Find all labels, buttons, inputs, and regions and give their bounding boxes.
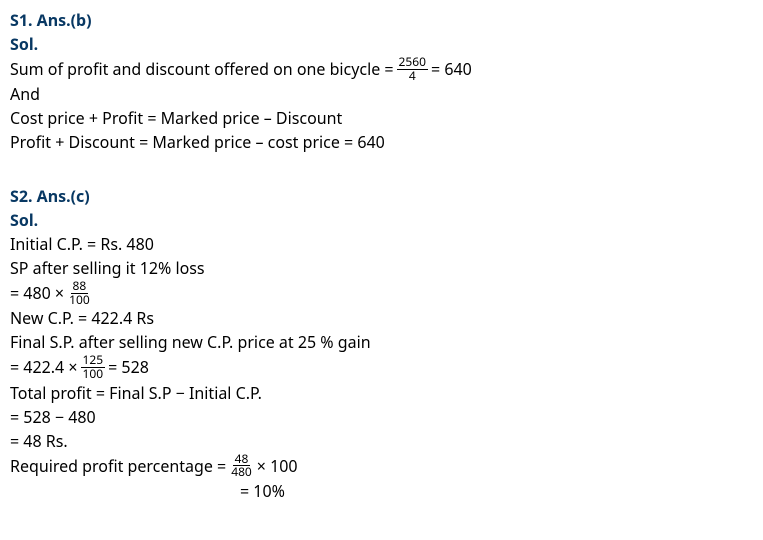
s2-line8: = 528 − 480	[10, 405, 753, 429]
s2-line3: = 480 × 88 100	[10, 280, 753, 306]
s2-line3-fraction: 88 100	[67, 280, 92, 306]
s1-heading: S1. Ans.(b)	[10, 8, 753, 32]
s2-line6-post: = 528	[108, 355, 149, 379]
s2-line10-post: × 100	[257, 454, 298, 478]
s2-line5: Final S.P. after selling new C.P. price …	[10, 330, 753, 354]
s2-line10-denominator: 480	[229, 466, 254, 479]
s2-sol-label: Sol.	[10, 208, 753, 232]
s2-line10-pre: Required profit percentage =	[10, 454, 226, 478]
s1-sol-label: Sol.	[10, 32, 753, 56]
s1-line1-fraction: 2560 4	[397, 56, 428, 82]
s2-heading: S2. Ans.(c)	[10, 184, 753, 208]
s2-line10-fraction: 48 480	[229, 453, 254, 479]
s1-line1-denominator: 4	[407, 70, 418, 83]
s2-line9: = 48 Rs.	[10, 429, 753, 453]
s1-line1-pre: Sum of profit and discount offered on on…	[10, 57, 394, 81]
s1-line1: Sum of profit and discount offered on on…	[10, 56, 753, 82]
s2-line6-pre: = 422.4 ×	[10, 355, 78, 379]
s2-line11: = 10%	[10, 479, 753, 503]
s2-line3-pre: = 480 ×	[10, 281, 64, 305]
s1-line3: Cost price + Profit = Marked price – Dis…	[10, 106, 753, 130]
s2-line4: New C.P. = 422.4 Rs	[10, 306, 753, 330]
s2-line1: Initial C.P. = Rs. 480	[10, 232, 753, 256]
s1-line4: Profit + Discount = Marked price – cost …	[10, 130, 753, 154]
s2-line6: = 422.4 × 125 100 = 528	[10, 354, 753, 380]
s2-line10: Required profit percentage = 48 480 × 10…	[10, 453, 753, 479]
s1-line2: And	[10, 82, 753, 106]
s2-line2: SP after selling it 12% loss	[10, 256, 753, 280]
s2-line6-fraction: 125 100	[81, 354, 106, 380]
s2-line6-denominator: 100	[81, 368, 106, 381]
s2-line7: Total profit = Final S.P − Initial C.P.	[10, 381, 753, 405]
s2-line3-denominator: 100	[67, 294, 92, 307]
s1-line1-post: = 640	[431, 57, 472, 81]
